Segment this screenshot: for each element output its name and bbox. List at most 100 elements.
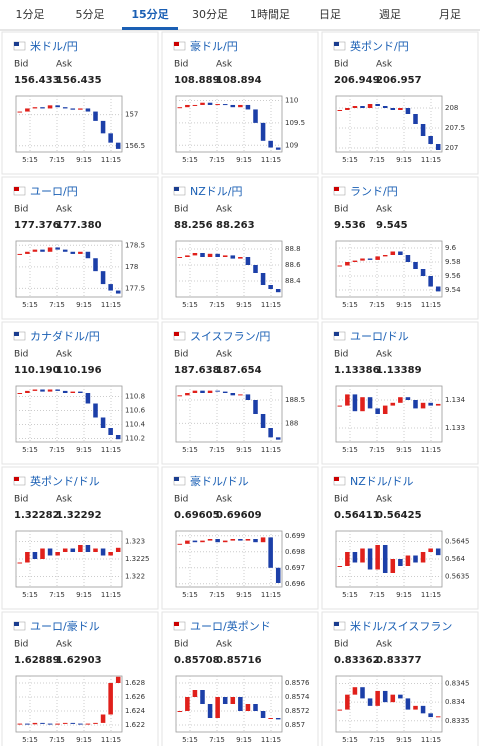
pair-title[interactable]: ユーロ/英ポンド (190, 619, 271, 633)
time-label: 11:15 (421, 301, 441, 309)
bid-label: Bid (14, 205, 28, 215)
candle (85, 251, 91, 259)
y-tick-label: 110 (285, 96, 298, 104)
tab[interactable]: 1分足 (16, 8, 45, 21)
chart-frame (335, 240, 443, 298)
y-tick-label: 207.5 (445, 124, 465, 132)
candle (185, 255, 190, 257)
ask-value: 206.957 (376, 75, 422, 86)
tab[interactable]: 月足 (439, 8, 461, 21)
candle (238, 394, 243, 396)
time-label: 9:15 (76, 301, 92, 309)
tab[interactable]: 週足 (379, 8, 401, 21)
chart-frame (15, 95, 123, 153)
pair-title[interactable]: 米ドル/スイスフラン (350, 620, 452, 633)
pair-title[interactable]: 英ポンド/円 (350, 39, 409, 53)
chart-frame (335, 675, 443, 733)
flag-mark (334, 187, 339, 191)
candle (17, 562, 23, 564)
candle (352, 394, 358, 412)
ask-value: 88.263 (216, 220, 255, 231)
candle (78, 108, 83, 110)
y-tick-label: 1.133 (445, 424, 465, 432)
ask-label: Ask (56, 60, 73, 70)
candle (185, 393, 190, 396)
time-label: 7:15 (369, 591, 385, 599)
pair-title[interactable]: ユーロ/円 (30, 185, 78, 198)
bid-label: Bid (174, 640, 188, 650)
flag-mark (174, 332, 179, 336)
time-label: 11:15 (261, 301, 281, 309)
bid-label: Bid (174, 350, 188, 360)
candle (390, 559, 396, 573)
ask-value: 187.654 (216, 365, 262, 376)
pair-title[interactable]: ユーロ/ドル (350, 330, 409, 343)
candle (215, 390, 220, 392)
ask-value: 110.196 (56, 365, 102, 376)
candle (55, 552, 60, 556)
candle (192, 390, 198, 393)
candle (420, 124, 426, 136)
pair-title[interactable]: スイスフラン/円 (190, 330, 270, 343)
candle (32, 249, 38, 252)
candle (108, 683, 113, 715)
candle (177, 107, 183, 109)
y-tick-label: 188.5 (285, 396, 305, 404)
candle (435, 286, 441, 292)
time-label: 7:15 (209, 736, 225, 744)
candle (360, 397, 365, 412)
tab[interactable]: 15分足 (131, 7, 169, 21)
time-label: 9:15 (76, 446, 92, 454)
pair-title[interactable]: 英ポンド/ドル (30, 474, 100, 488)
y-tick-label: 156.5 (125, 142, 145, 150)
candle (200, 690, 205, 704)
candle (62, 390, 68, 393)
candle (360, 258, 365, 261)
pair-title[interactable]: ランド/円 (350, 185, 398, 198)
candle (55, 723, 60, 725)
time-label: 9:15 (236, 301, 252, 309)
tab[interactable]: 1時間足 (250, 8, 290, 21)
bid-value: 1.62889 (14, 655, 60, 666)
y-tick-label: 0.5645 (445, 538, 470, 546)
y-tick-label: 1.3225 (125, 555, 150, 563)
y-tick-label: 109 (285, 141, 298, 149)
time-label: 9:15 (396, 301, 412, 309)
tab[interactable]: 日足 (319, 8, 341, 21)
candle (25, 390, 30, 393)
pair-title[interactable]: NZドル/ドル (350, 475, 413, 488)
time-label: 5:15 (342, 156, 358, 164)
candle (207, 102, 213, 105)
pair-title[interactable]: カナダドル/円 (30, 329, 100, 343)
pair-title[interactable]: 豪ドル/円 (190, 39, 238, 53)
candle (215, 539, 220, 543)
candle (435, 548, 441, 556)
y-tick-label: 0.698 (285, 548, 305, 556)
candle (115, 290, 121, 294)
tab[interactable]: 30分足 (192, 8, 228, 21)
candle (78, 251, 83, 254)
candle (245, 539, 251, 541)
ask-label: Ask (376, 60, 393, 70)
time-label: 5:15 (22, 156, 38, 164)
candle (47, 247, 53, 252)
time-label: 9:15 (236, 446, 252, 454)
pair-title[interactable]: NZドル/円 (190, 185, 242, 198)
candle (93, 258, 98, 272)
candle (382, 106, 388, 108)
pair-title[interactable]: 米ドル/円 (30, 40, 78, 53)
candle (32, 722, 38, 725)
bid-value: 0.56411 (334, 510, 380, 521)
candle (115, 676, 121, 683)
time-label: 7:15 (49, 446, 65, 454)
y-tick-label: 1.322 (125, 573, 145, 581)
tab[interactable]: 5分足 (76, 8, 105, 21)
candle (108, 133, 113, 143)
candle (245, 704, 251, 711)
candle (215, 104, 220, 106)
pair-title[interactable]: 豪ドル/ドル (190, 474, 249, 488)
candle (405, 555, 411, 566)
y-tick-label: 178 (125, 263, 138, 271)
pair-title[interactable]: ユーロ/豪ドル (30, 619, 100, 633)
